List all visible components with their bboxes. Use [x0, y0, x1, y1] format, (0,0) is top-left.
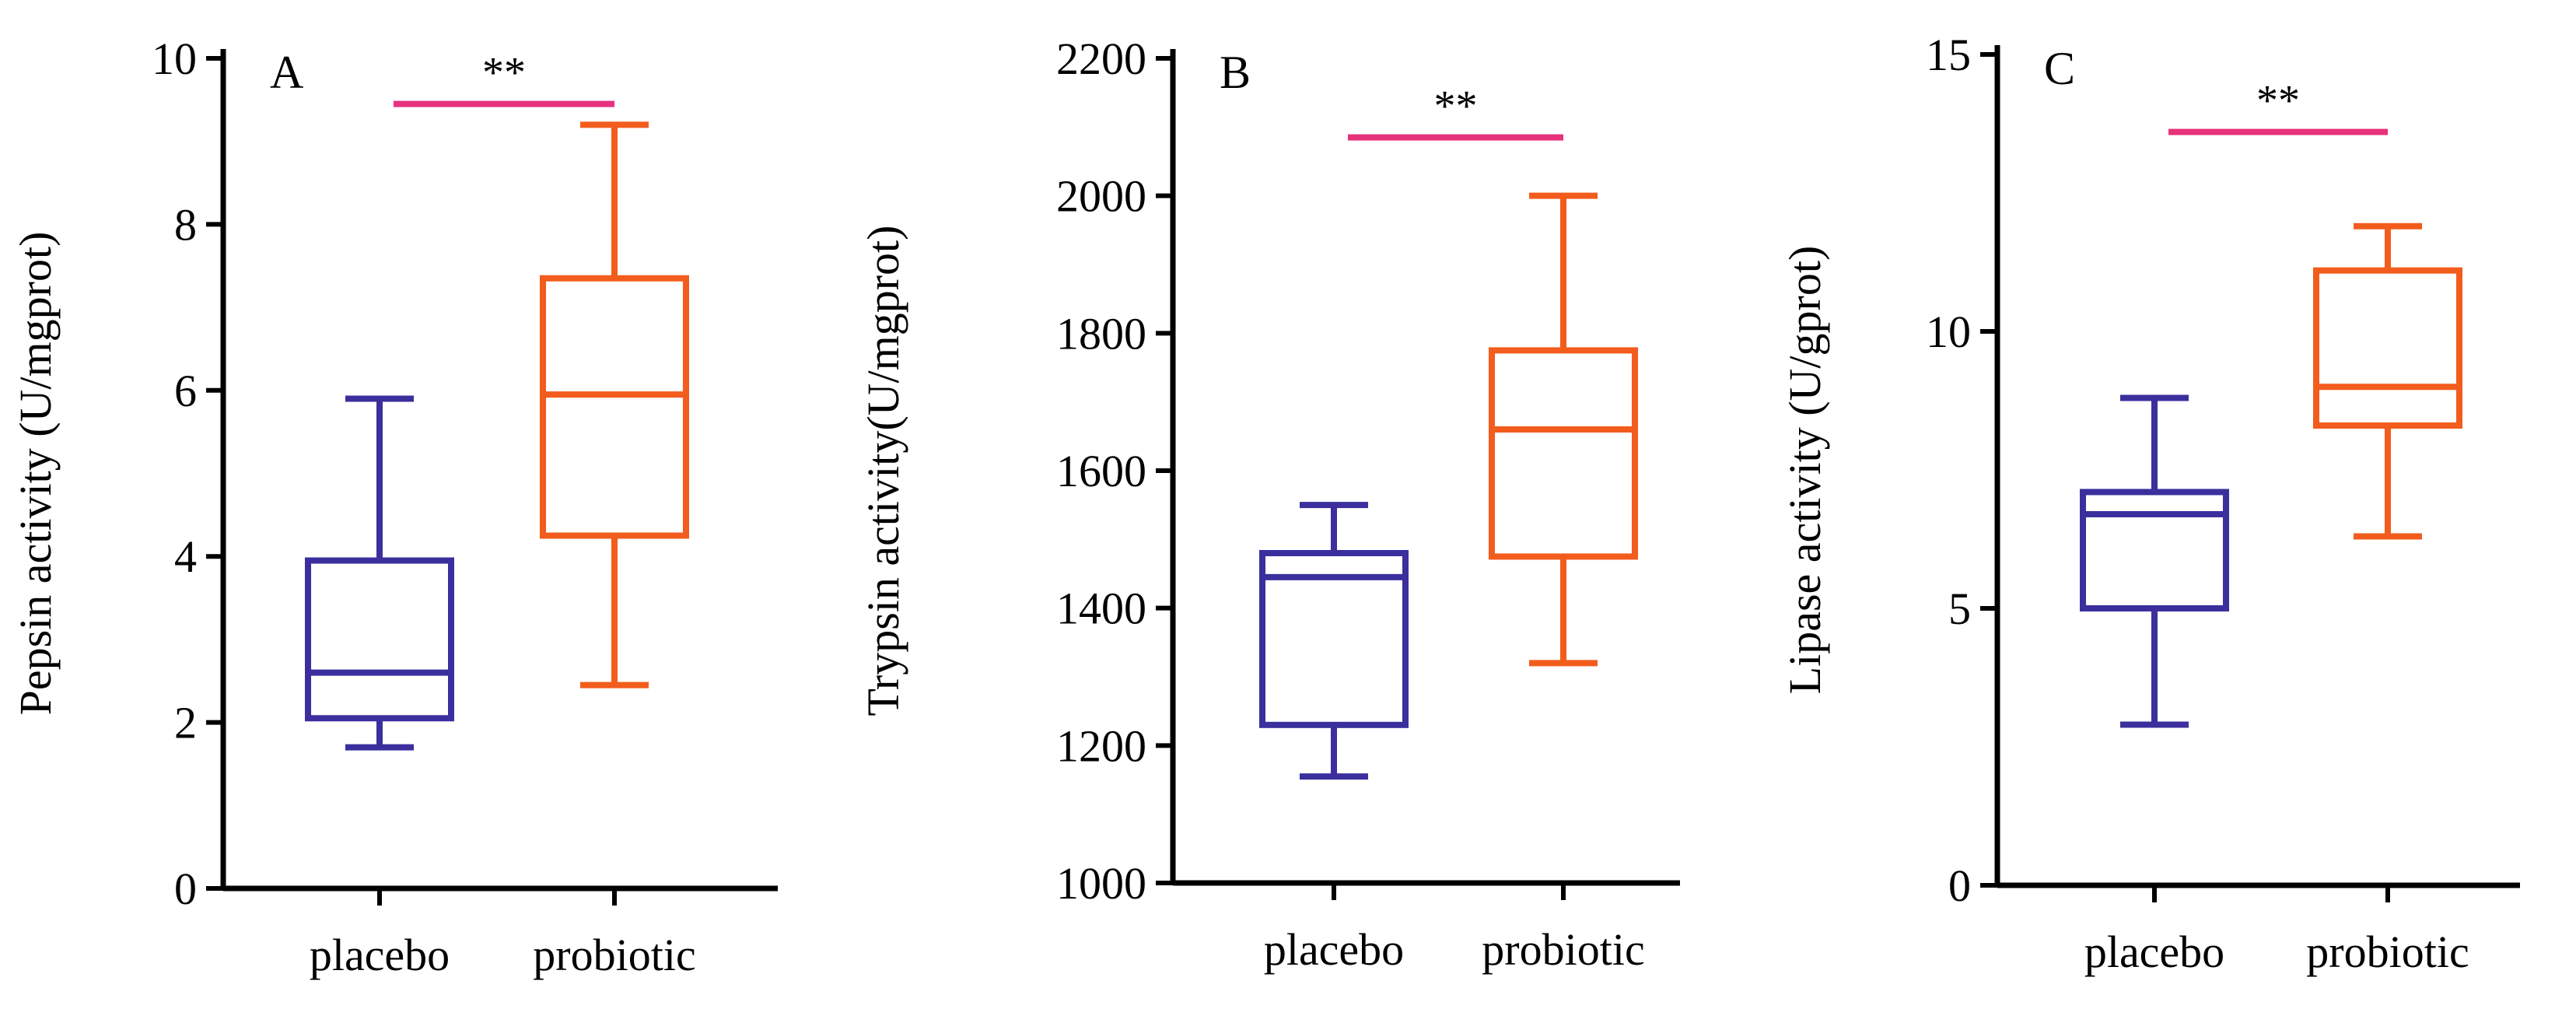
panel-c-y-tick-label: 5 [1948, 583, 1971, 634]
panel-b-y-tick-label: 1600 [1056, 446, 1146, 496]
panel-c-y-tick-label: 0 [1948, 860, 1971, 911]
panel-a-y-tick-label: 4 [174, 531, 197, 582]
panel-a-probiotic-iqr-box [540, 275, 689, 539]
panel-a-box-probiotic [540, 121, 689, 688]
panel-a-y-tick-label: 0 [174, 864, 197, 914]
panel-b-box-probiotic [1489, 192, 1638, 667]
panel-a-y-tick-label: 6 [174, 366, 197, 416]
panel-a: 0 2 4 6 8 10 placebo probiotic Pepsin activity (… [10, 33, 778, 980]
panel-a-category-label-placebo: placebo [310, 930, 450, 980]
panel-a-y-tick-label: 10 [152, 33, 197, 84]
panel-a-y-tick-label: 8 [174, 199, 197, 250]
panel-b-category-label-placebo: placebo [1264, 924, 1404, 975]
panel-b-y-axis-label: Trypsin activity(U/mgprot) [858, 225, 908, 716]
panel-b-category-label-probiotic: probiotic [1482, 924, 1644, 975]
panel-c-significance-label: ** [2256, 77, 2300, 125]
panel-c-category-label-probiotic: probiotic [2306, 927, 2469, 977]
panel-b-y-tick-label: 2000 [1056, 171, 1146, 222]
panel-b-probiotic-iqr-box [1489, 347, 1638, 560]
panel-a-box-placebo [305, 395, 454, 751]
panel-b-y-tick-label: 2200 [1056, 33, 1146, 84]
panel-c-category-label-placebo: placebo [2084, 927, 2224, 977]
panel-c-box-probiotic [2313, 222, 2462, 540]
panel-a-placebo-iqr-box [305, 557, 454, 722]
panel-b-y-tick-label: 1000 [1056, 858, 1146, 909]
panel-a-category-label-probiotic: probiotic [533, 930, 695, 980]
panel-b-placebo-iqr-box [1259, 550, 1409, 728]
panel-b-box-placebo [1259, 502, 1409, 780]
panel-c-y-tick-label: 15 [1926, 30, 1971, 80]
panel-b-y-tick-label: 1400 [1056, 583, 1146, 634]
panel-a-y-axis-label: Pepsin activity (U/mgprot) [10, 232, 61, 716]
panel-a-significance-label: ** [482, 49, 526, 97]
panel-b: 1000 1200 1400 1600 1800 2000 2200 placebo probi… [858, 33, 1680, 975]
panel-c-probiotic-iqr-box [2313, 267, 2462, 429]
panel-c: 0 5 10 15 placebo probiotic Lipase activity (U… [1780, 30, 2520, 977]
panel-c-placebo-iqr-box [2080, 489, 2229, 611]
panel-a-letter: A [270, 47, 303, 98]
panel-b-y-tick-label: 1200 [1056, 720, 1146, 771]
panel-b-significance-label: ** [1434, 82, 1478, 131]
panel-c-box-placebo [2080, 394, 2229, 728]
panel-a-y-tick-label: 2 [174, 698, 197, 748]
panel-c-y-tick-label: 10 [1926, 307, 1971, 357]
panel-b-letter: B [1220, 47, 1251, 98]
panel-b-y-tick-label: 1800 [1056, 308, 1146, 359]
panel-c-y-axis-label: Lipase activity (U/gprot) [1780, 246, 1830, 695]
panel-c-letter: C [2044, 43, 2075, 94]
